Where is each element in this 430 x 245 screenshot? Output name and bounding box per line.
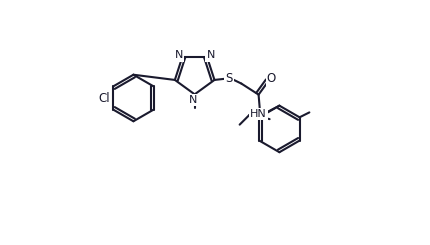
Text: HN: HN [250, 109, 266, 119]
Text: O: O [266, 72, 275, 85]
Text: N: N [189, 95, 197, 105]
Text: N: N [206, 50, 214, 61]
Text: N: N [174, 50, 182, 61]
Text: Cl: Cl [98, 91, 110, 105]
Text: S: S [225, 72, 232, 85]
